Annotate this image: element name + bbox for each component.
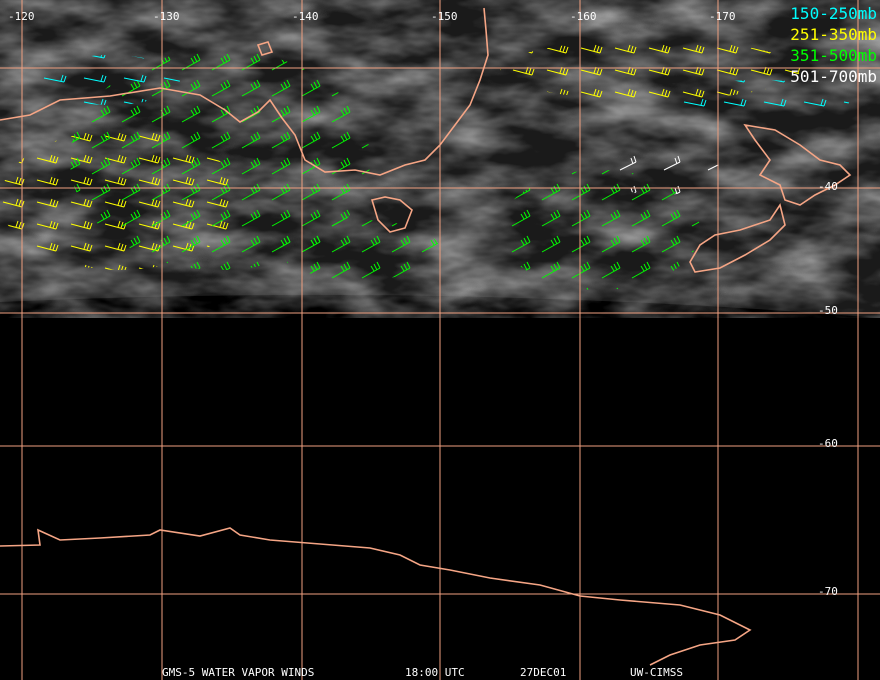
longitude-label: -120 — [8, 10, 35, 23]
latitude-label: -50 — [818, 304, 838, 317]
footer: GMS-5 WATER VAPOR WINDS 18:00 UTC 27DEC01 U… — [162, 666, 683, 679]
footer-text: 18:00 UTC — [405, 666, 465, 679]
longitude-label: -150 — [431, 10, 458, 23]
legend: 150-250mb 251-350mb 351-500mb 501-700mb — [790, 4, 877, 86]
latitude-label: -60 — [818, 437, 838, 450]
legend-entry: 501-700mb — [790, 67, 877, 86]
latitude-label: -70 — [818, 585, 838, 598]
legend-entry: 251-350mb — [790, 25, 877, 44]
latitude-label: -40 — [818, 180, 838, 193]
latitude-labels: -40 -50 -60 -70 — [818, 180, 838, 598]
coastlines — [0, 7, 852, 666]
footer-text: 27DEC01 — [520, 666, 566, 679]
footer-text: GMS-5 WATER VAPOR WINDS — [162, 666, 314, 679]
longitude-label: -140 — [292, 10, 319, 23]
legend-entry: 351-500mb — [790, 46, 877, 65]
legend-entry: 150-250mb — [790, 4, 877, 23]
footer-text: UW-CIMSS — [630, 666, 683, 679]
longitude-label: -170 — [709, 10, 736, 23]
longitude-label: -160 — [570, 10, 597, 23]
longitude-label: -130 — [153, 10, 180, 23]
longitude-labels: -120 -130 -140 -150 -160 -170 — [8, 10, 736, 23]
